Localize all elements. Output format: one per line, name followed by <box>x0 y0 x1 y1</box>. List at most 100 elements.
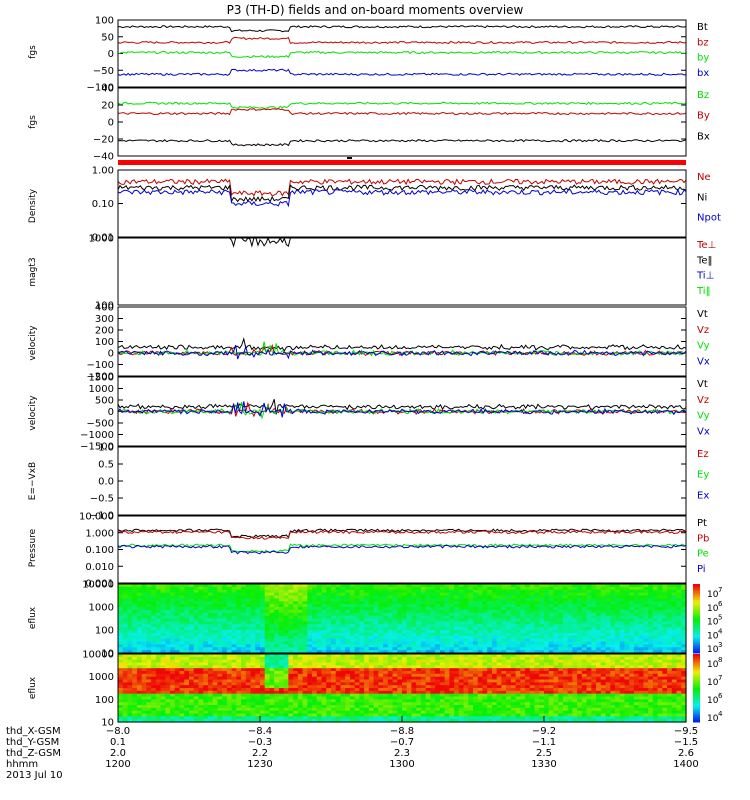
spectrogram-cell <box>411 595 417 599</box>
spectrogram-cell <box>207 671 214 675</box>
spectrogram-cell <box>260 586 266 591</box>
spectrogram-cell <box>212 656 218 661</box>
spectrogram-cell <box>581 601 588 605</box>
spectrogram-cell <box>179 601 185 605</box>
spectrogram-cell <box>430 665 436 669</box>
spectrogram-cell <box>615 607 621 611</box>
spectrogram-cell <box>397 710 403 715</box>
ytick-label: 500 <box>95 396 114 407</box>
spectrogram-cell <box>496 609 502 614</box>
spectrogram-cell <box>170 592 176 597</box>
spectrogram-cell <box>255 713 261 717</box>
spectrogram-cell <box>340 604 346 608</box>
spectrogram-cell <box>288 632 294 637</box>
spectrogram-cell <box>340 716 346 720</box>
spectrogram-cell <box>260 632 266 637</box>
spectrogram-cell <box>520 604 526 608</box>
spectrogram-cell <box>567 609 573 614</box>
spectrogram-cell <box>132 601 138 605</box>
spectrogram-cell <box>520 618 526 622</box>
spectrogram-cell <box>189 601 195 605</box>
spectrogram-cell <box>378 589 384 594</box>
spectrogram-cell <box>411 693 417 698</box>
spectrogram-cell <box>402 632 408 637</box>
spectrogram-cell <box>189 676 195 681</box>
spectrogram-cell <box>302 621 308 625</box>
spectrogram-cell <box>340 595 346 599</box>
spectrogram-cell <box>316 654 323 658</box>
spectrogram-cell <box>619 632 626 637</box>
spectrogram-cell <box>596 615 602 620</box>
spectrogram-cell <box>420 650 427 654</box>
spectrogram-cell <box>293 688 299 692</box>
spectrogram-cell <box>217 671 223 675</box>
spectrogram-cell <box>155 630 162 634</box>
spectrogram-cell <box>430 710 436 715</box>
spectrogram-cell <box>567 604 573 608</box>
spectrogram-cell <box>402 705 408 709</box>
spectrogram-cell <box>615 612 621 617</box>
spectrogram-cell <box>368 662 375 666</box>
spectrogram-cell <box>217 699 223 703</box>
spectrogram-cell <box>203 592 209 597</box>
spectrogram-cell <box>648 630 654 634</box>
colorbar-cell <box>693 630 700 633</box>
spectrogram-cell <box>383 584 389 588</box>
spectrogram-cell <box>312 630 318 634</box>
spectrogram-cell <box>326 612 332 617</box>
spectrogram-cell <box>193 604 200 608</box>
spectrogram-cell <box>231 650 237 654</box>
spectrogram-cell <box>151 627 157 631</box>
spectrogram-cell <box>127 676 133 681</box>
spectrogram-cell <box>203 682 209 686</box>
spectrogram-cell <box>231 665 237 669</box>
spectrogram-cell <box>652 589 659 594</box>
spectrogram-cell <box>439 644 446 648</box>
spectrogram-cell <box>189 604 195 608</box>
spectrogram-cell <box>155 688 162 692</box>
spectrogram-cell <box>439 662 446 666</box>
spectrogram-cell <box>283 690 289 695</box>
spectrogram-cell <box>468 662 474 666</box>
spectrogram-cell <box>274 716 280 720</box>
spectrogram-cell <box>525 618 531 622</box>
spectrogram-cell <box>321 719 327 723</box>
spectrogram-cell <box>118 676 124 681</box>
spectrogram-cell <box>165 668 171 672</box>
spectrogram-cell <box>278 647 285 651</box>
spectrogram-cell <box>264 690 271 695</box>
spectrogram-cell <box>297 668 304 672</box>
spectrogram-cell <box>193 592 200 597</box>
spectrogram-cell <box>619 641 626 645</box>
spectrogram-cell <box>165 656 171 661</box>
spectrogram-cell <box>449 612 455 617</box>
spectrogram-cell <box>425 654 431 658</box>
spectrogram-cell <box>245 644 252 648</box>
spectrogram-cell <box>231 716 237 720</box>
spectrogram-cell <box>596 607 602 611</box>
spectrogram-cell <box>321 707 327 712</box>
spectrogram-cell <box>387 624 394 628</box>
spectrogram-cell <box>425 673 431 678</box>
spectrogram-cell <box>264 682 271 686</box>
spectrogram-cell <box>155 696 162 700</box>
spectrogram-cell <box>184 690 190 695</box>
spectrogram-cell <box>477 671 484 675</box>
spectrogram-cell <box>681 601 687 605</box>
spectrogram-cell <box>184 659 190 664</box>
spectrogram-cell <box>439 612 446 617</box>
spectrogram-cell <box>302 673 308 678</box>
spectrogram-cell <box>425 685 431 689</box>
spectrogram-cell <box>151 659 157 664</box>
spectrogram-cell <box>619 621 626 625</box>
spectrogram-cell <box>226 586 233 591</box>
spectrogram-cell <box>657 644 663 648</box>
spectrogram-cell <box>487 621 493 625</box>
spectrogram-cell <box>610 618 616 622</box>
spectrogram-cell <box>473 592 479 597</box>
spectrogram-cell <box>364 604 370 608</box>
spectrogram-cell <box>468 650 474 654</box>
spectrogram-cell <box>226 710 233 715</box>
spectrogram-cell <box>335 693 342 698</box>
